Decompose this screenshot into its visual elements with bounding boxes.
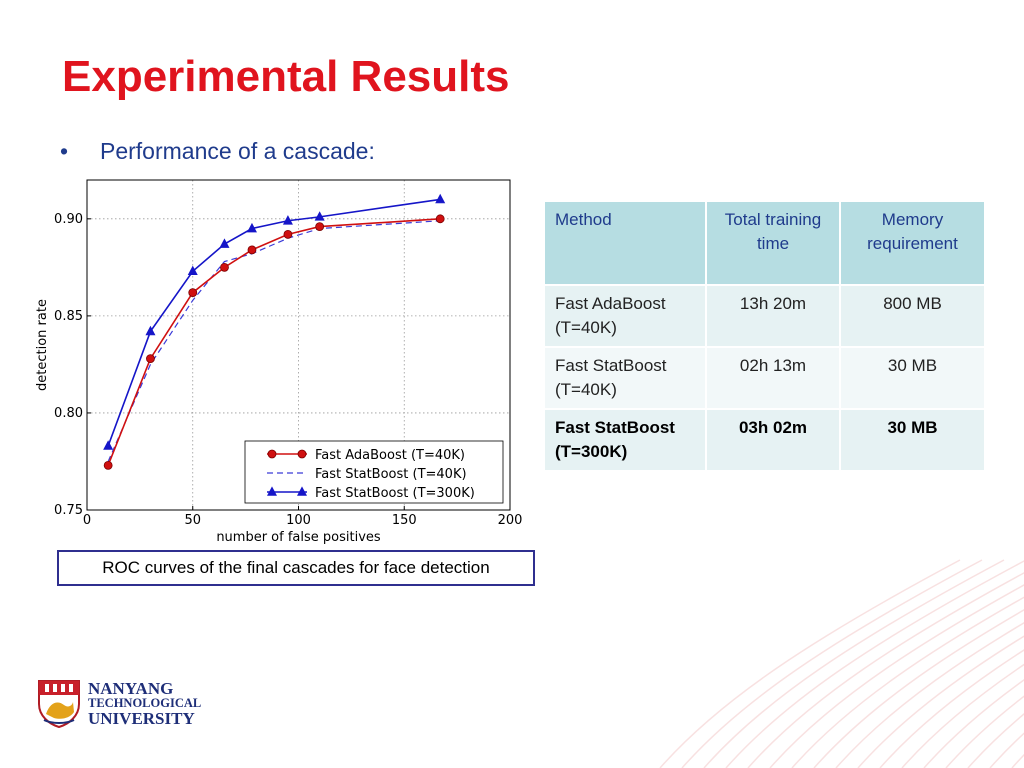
cell-time: 03h 02m <box>705 408 841 472</box>
data-point <box>283 229 293 239</box>
cell-memory: 30 MB <box>839 408 986 472</box>
table-row: Fast StatBoost (T=300K) 03h 02m 30 MB <box>543 408 986 472</box>
cell-method: Fast AdaBoost (T=40K) <box>543 284 707 348</box>
data-point <box>435 193 446 204</box>
data-point <box>315 222 325 231</box>
table-header-row: Method Total training time Memory requir… <box>543 200 986 286</box>
background-curve <box>967 712 1024 768</box>
y-tick-label: 0.90 <box>54 212 83 227</box>
legend-label: Fast StatBoost (T=300K) <box>315 486 475 501</box>
background-curve <box>879 649 1024 768</box>
bullet-text: Performance of a cascade: <box>100 138 375 164</box>
cell-method: Fast StatBoost (T=40K) <box>543 346 707 410</box>
legend: Fast AdaBoost (T=40K) Fast StatBoost (T=4… <box>244 440 504 504</box>
slide-title: Experimental Results <box>62 52 510 101</box>
x-tick-label: 0 <box>83 513 91 528</box>
background-curve <box>989 732 1024 768</box>
y-axis-label: detection rate <box>35 299 50 391</box>
roc-chart: 0 50 100 150 200 0.75 0.80 0.85 0.90 number of fa… <box>35 179 523 545</box>
x-tick-label: 100 <box>286 513 311 528</box>
x-axis-label: number of false positives <box>216 530 381 545</box>
data-point <box>267 449 277 459</box>
data-point <box>188 288 198 297</box>
y-tick-label: 0.80 <box>54 406 83 421</box>
data-point <box>145 325 156 336</box>
background-curve <box>813 609 1024 768</box>
data-point <box>187 265 198 276</box>
data-point <box>297 449 307 459</box>
logo-text: NANYANG TECHNOLOGICAL UNIVERSITY <box>88 678 202 728</box>
series-1 <box>103 214 445 470</box>
background-curve <box>681 559 983 768</box>
logo-line-nanyang: NANYANG <box>88 678 174 698</box>
x-tick-label: 150 <box>392 513 417 528</box>
background-curve <box>835 621 1024 768</box>
background-curve <box>945 695 1024 768</box>
data-point <box>282 215 293 225</box>
legend-label: Fast AdaBoost (T=40K) <box>315 448 465 463</box>
x-tick-label: 50 <box>184 513 201 528</box>
series-3 <box>103 193 446 450</box>
series-line <box>107 218 441 466</box>
data-point <box>220 262 229 272</box>
cell-method: Fast StatBoost (T=300K) <box>543 408 707 472</box>
data-point <box>219 238 230 248</box>
data-point <box>314 211 325 221</box>
data-point <box>103 460 113 470</box>
cell-memory: 800 MB <box>839 284 986 348</box>
university-logo: NANYANG TECHNOLOGICAL UNIVERSITY <box>36 678 201 728</box>
bullet-dot: • <box>60 138 69 164</box>
data-point <box>267 486 277 496</box>
header-memory: Memory requirement <box>839 200 986 286</box>
logo-line-university: UNIVERSITY <box>88 708 195 728</box>
crest-icon <box>38 680 80 728</box>
results-table: Method Total training time Memory requir… <box>543 200 986 472</box>
background-curve <box>857 635 1024 768</box>
chart-caption-text: ROC curves of the final cascades for fac… <box>102 558 490 577</box>
data-point <box>246 222 257 233</box>
x-tick-label: 200 <box>498 513 523 528</box>
cell-time: 02h 13m <box>705 346 841 410</box>
chart-caption: ROC curves of the final cascades for fac… <box>57 550 535 586</box>
cell-memory: 30 MB <box>839 346 986 410</box>
y-tick-label: 0.75 <box>54 503 83 518</box>
background-curve <box>747 572 1024 768</box>
header-training-time: Total training time <box>705 200 841 286</box>
header-method: Method <box>543 200 707 286</box>
table-row: Fast StatBoost (T=40K) 02h 13m 30 MB <box>543 346 986 410</box>
data-point <box>247 245 257 255</box>
logo-line-technological: TECHNOLOGICAL <box>88 695 202 710</box>
background-curve <box>659 559 961 768</box>
bullet-item: • Performance of a cascade: <box>60 138 375 165</box>
background-curve <box>791 596 1024 768</box>
series-line <box>107 198 441 447</box>
background-curve <box>901 663 1024 768</box>
data-point <box>297 486 307 496</box>
legend-label: Fast StatBoost (T=40K) <box>315 467 467 482</box>
background-curve <box>703 559 1005 768</box>
y-tick-label: 0.85 <box>54 309 83 324</box>
background-curve <box>725 560 1024 768</box>
background-curve <box>769 584 1024 768</box>
table-row: Fast AdaBoost (T=40K) 13h 20m 800 MB <box>543 284 986 348</box>
data-point <box>435 214 445 224</box>
background-curve <box>923 679 1024 768</box>
data-point <box>146 354 155 363</box>
cell-time: 13h 20m <box>705 284 841 348</box>
data-point <box>103 440 114 450</box>
